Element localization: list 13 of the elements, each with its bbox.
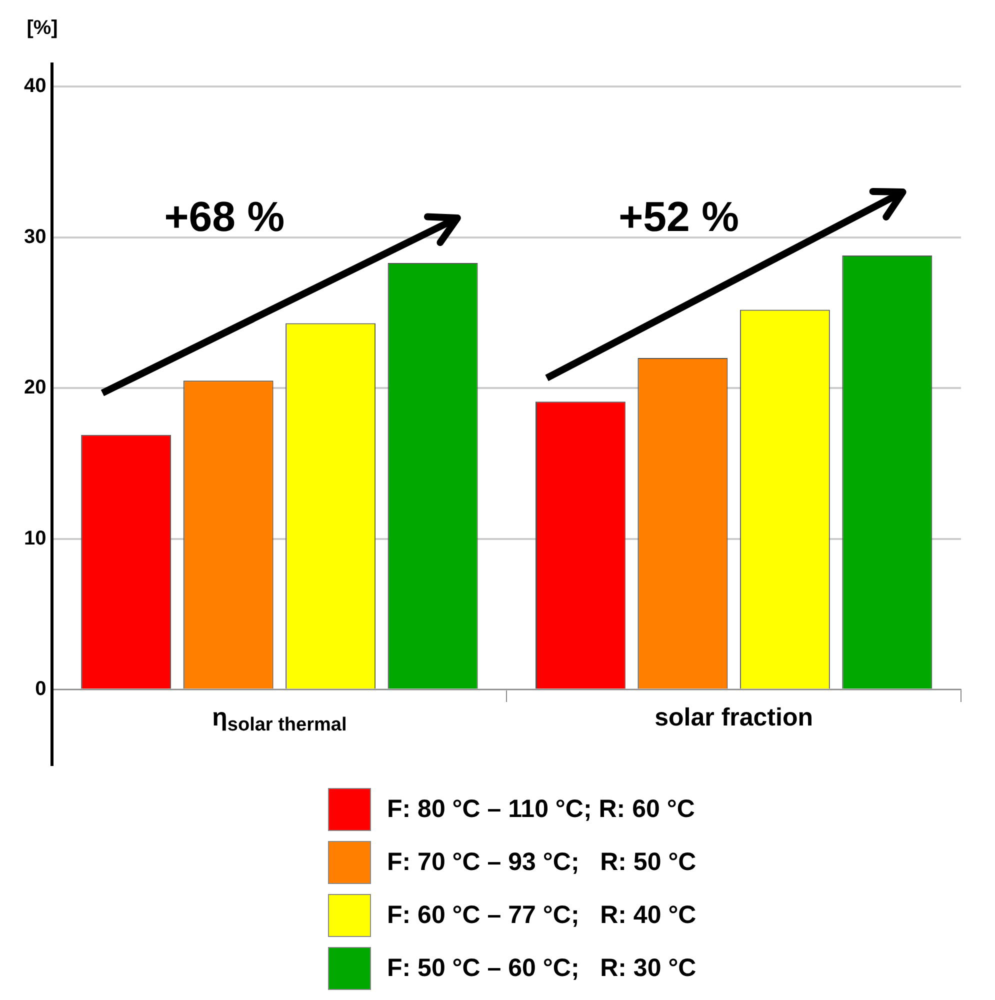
annotation: +52 % [618, 193, 740, 241]
y-tick-label: 10 [24, 527, 46, 550]
legend-label: F: 50 °C – 60 °C; R: 30 °C [387, 954, 696, 983]
y-axis-title: [%] [26, 17, 58, 39]
legend-label: F: 70 °C – 93 °C; R: 50 °C [387, 848, 696, 877]
legend-label: F: 60 °C – 77 °C; R: 40 °C [387, 901, 696, 930]
annotation: +68 % [163, 193, 286, 241]
y-tick-label: 30 [24, 226, 46, 248]
y-tick-label: 20 [24, 376, 46, 399]
y-tick-label: 40 [24, 75, 46, 98]
legend-label: F: 80 °C – 110 °C; R: 60 °C [387, 795, 695, 824]
x-tick-label: solar fraction [654, 704, 813, 732]
y-tick-label: 0 [35, 678, 46, 700]
